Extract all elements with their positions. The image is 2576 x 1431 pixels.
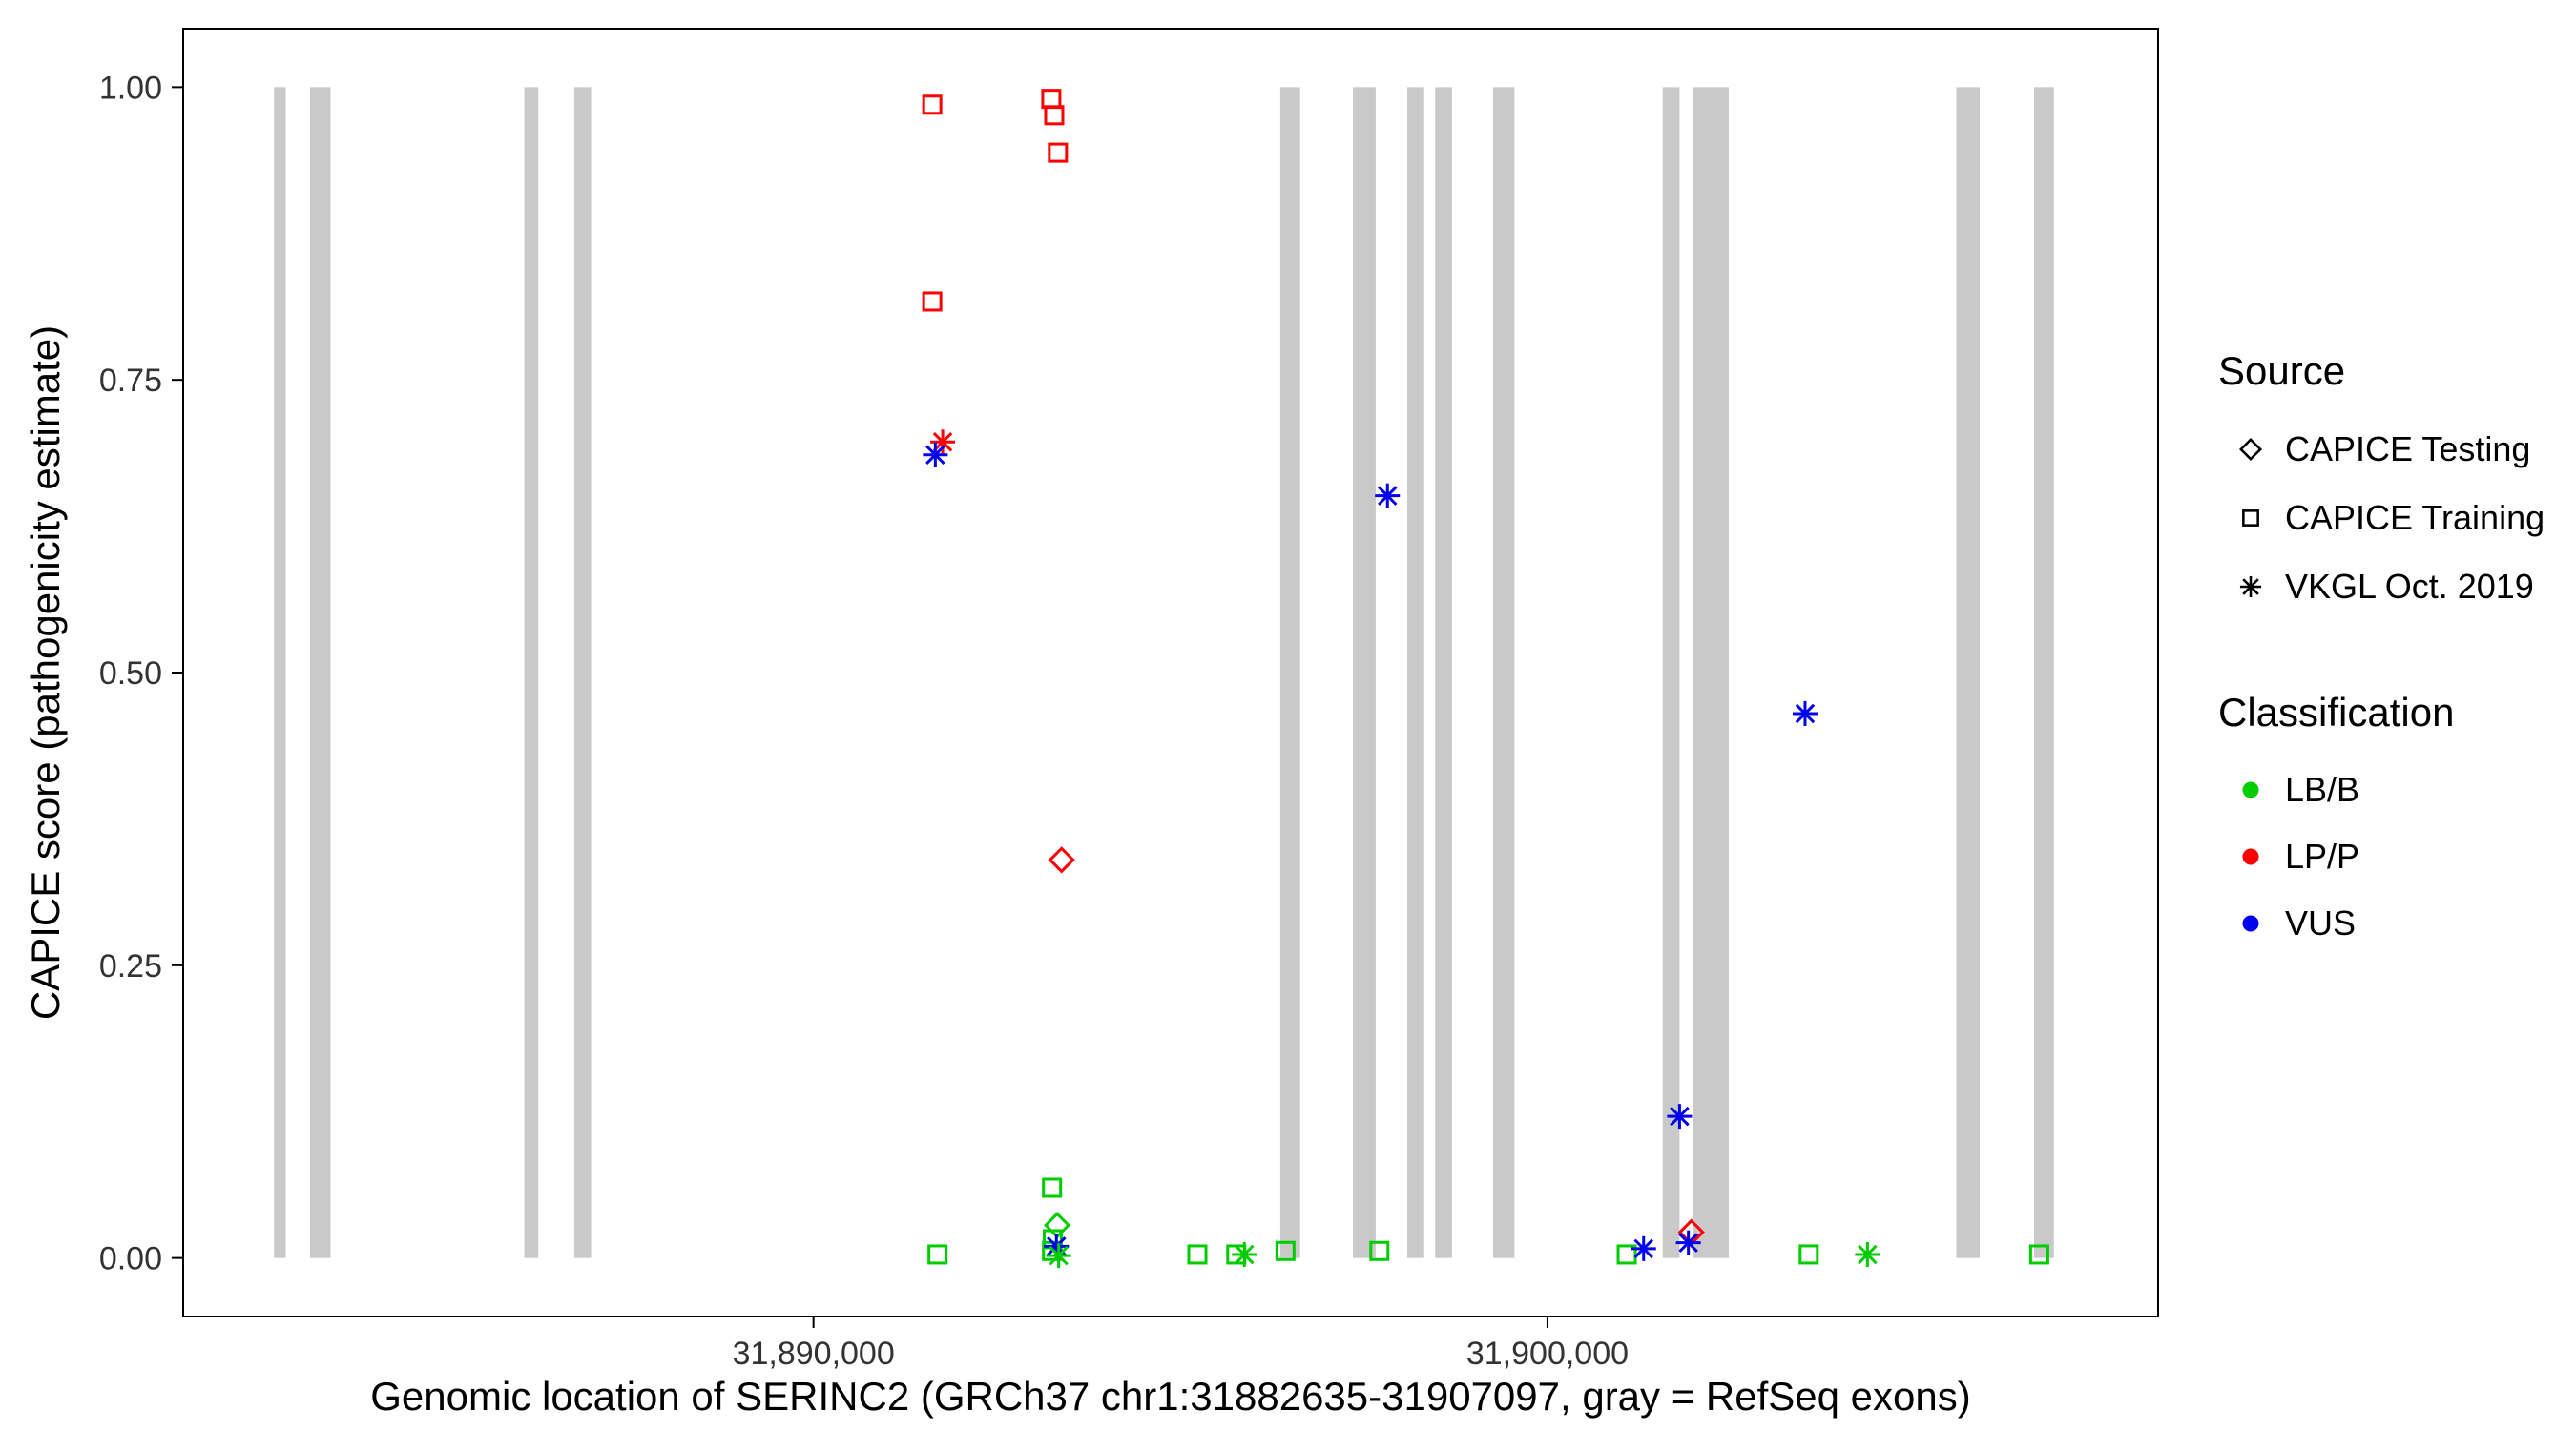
- exon-bar: [309, 87, 331, 1258]
- x-tick-label: 31,890,000: [733, 1336, 895, 1372]
- data-point-capice-training-lp-p: [922, 94, 943, 115]
- legend-source-title: Source: [2218, 348, 2346, 393]
- exon-bar: [1279, 87, 1300, 1258]
- legend-item-lb-b: LB/B: [2218, 757, 2545, 823]
- data-point-capice-training-lp-p: [1044, 105, 1065, 126]
- legend-item-label: VUS: [2285, 903, 2357, 943]
- panel-background: [183, 29, 2158, 1317]
- data-point-capice-training-lb-b: [927, 1244, 948, 1265]
- exon-bar: [573, 87, 592, 1258]
- data-point-capice-testing-lp-p: [1048, 846, 1075, 874]
- legend-item-label: LP/P: [2285, 837, 2360, 876]
- data-point-capice-training-lb-b: [1275, 1240, 1296, 1261]
- y-axis-title: CAPICE score (pathogenicity estimate): [23, 324, 68, 1021]
- data-point-vkgl-oct-2019-vus: [1667, 1104, 1693, 1130]
- legend-item-vkgl-oct-2019: VKGL Oct. 2019: [2218, 552, 2545, 621]
- legend: Source CAPICE Testing CAPICE Training VKGL…: [2218, 348, 2545, 957]
- data-point-vkgl-oct-2019-lb-b: [1855, 1241, 1880, 1267]
- x-axis-title: Genomic location of SERINC2 (GRCh37 chr1…: [370, 1374, 1971, 1419]
- asterisk-icon: [2239, 575, 2262, 598]
- legend-item-lp-p: LP/P: [2218, 823, 2545, 890]
- legend-classification-items: LB/B LP/P VUS: [2218, 757, 2545, 957]
- exon-bar: [2033, 87, 2054, 1258]
- exon-bar: [1662, 87, 1680, 1258]
- data-point-capice-training-lb-b: [1798, 1244, 1819, 1265]
- exon-bar: [524, 87, 539, 1258]
- legend-item-label: CAPICE Training: [2285, 498, 2545, 537]
- data-point-capice-training-lb-b: [1369, 1240, 1390, 1261]
- y-tick-label: 0.75: [99, 363, 162, 399]
- exon-bar: [274, 87, 286, 1258]
- data-point-capice-training-lb-b: [1042, 1177, 1063, 1198]
- data-point-vkgl-oct-2019-vus: [1675, 1230, 1701, 1255]
- data-point-capice-training-lb-b: [2028, 1244, 2049, 1265]
- x-tick-label: 31,900,000: [1466, 1336, 1629, 1372]
- dot-icon: [2242, 915, 2259, 932]
- exon-bar: [1407, 87, 1424, 1258]
- data-point-vkgl-oct-2019-lb-b: [1232, 1241, 1257, 1267]
- legend-item-vus: VUS: [2218, 890, 2545, 957]
- data-point-vkgl-oct-2019-vus: [1631, 1235, 1656, 1261]
- data-point-capice-training-lb-b: [1187, 1244, 1208, 1265]
- square-icon: [2242, 509, 2259, 527]
- data-point-capice-training-lb-b: [1616, 1244, 1637, 1265]
- exon-bar: [1956, 87, 1981, 1258]
- legend-item-label: LB/B: [2285, 770, 2360, 809]
- data-point-vkgl-oct-2019-vus: [1792, 700, 1818, 726]
- legend-item-label: CAPICE Testing: [2285, 429, 2531, 468]
- legend-item-capice-training: CAPICE Training: [2218, 484, 2545, 552]
- data-point-vkgl-oct-2019-vus: [1375, 483, 1401, 508]
- dot-icon: [2242, 781, 2259, 798]
- data-point-vkgl-oct-2019-vus: [923, 442, 948, 467]
- y-tick-label: 1.00: [99, 70, 162, 106]
- exon-bar: [1353, 87, 1376, 1258]
- y-tick-label: 0.50: [99, 655, 162, 692]
- data-point-capice-training-lp-p: [1048, 142, 1069, 163]
- legend-source-items: CAPICE Testing CAPICE Training VKGL Oct. 2…: [2218, 415, 2545, 621]
- exon-bar: [1435, 87, 1452, 1258]
- legend-item-label: VKGL Oct. 2019: [2285, 567, 2534, 606]
- exon-bar: [1493, 87, 1515, 1258]
- data-point-capice-training-lp-p: [922, 291, 943, 312]
- y-tick-label: 0.25: [99, 948, 162, 985]
- legend-item-capice-testing: CAPICE Testing: [2218, 415, 2545, 484]
- diamond-icon: [2238, 437, 2263, 462]
- y-tick-label: 0.00: [99, 1241, 162, 1277]
- exon-bar: [1693, 87, 1729, 1258]
- data-point-vkgl-oct-2019-lb-b: [1046, 1243, 1071, 1269]
- dot-icon: [2242, 848, 2259, 865]
- data-point-vkgl-oct-2019-lp-p: [930, 429, 956, 455]
- legend-classification-title: Classification: [2218, 690, 2455, 735]
